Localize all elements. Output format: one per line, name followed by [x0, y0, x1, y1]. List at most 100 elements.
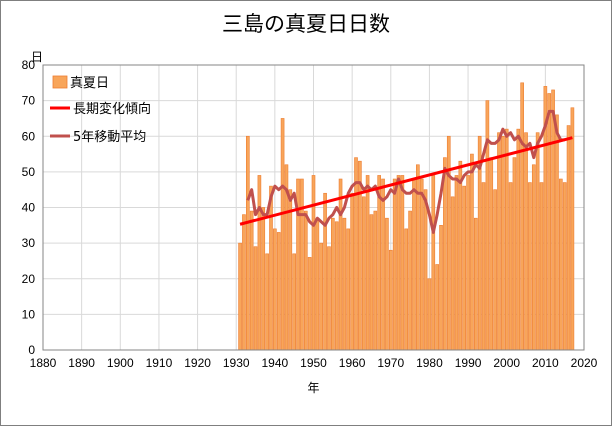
bar [323, 192, 327, 351]
bar [427, 278, 432, 351]
y-tick-label: 60 [22, 129, 36, 143]
bar [365, 175, 370, 351]
plot-area [42, 64, 585, 351]
bar [261, 207, 266, 351]
bar [303, 210, 308, 351]
bar [342, 217, 347, 351]
bar [481, 182, 486, 351]
x-tick-label: 2000 [493, 356, 520, 370]
x-tick-label: 1940 [262, 356, 289, 370]
bar [535, 132, 540, 351]
bar [555, 114, 559, 351]
bar [450, 196, 455, 351]
x-tick-label: 1930 [223, 356, 250, 370]
bar [396, 175, 401, 351]
bar [315, 217, 320, 351]
bar [273, 228, 277, 351]
bar [307, 257, 312, 351]
y-tick-label: 20 [22, 272, 36, 286]
bar [350, 192, 354, 351]
bar [419, 178, 424, 351]
x-tick-label: 1960 [339, 356, 366, 370]
bar [531, 164, 536, 351]
bar [566, 125, 571, 351]
bar [520, 82, 524, 351]
x-tick-label: 1980 [416, 356, 443, 370]
legend-swatch-bars [52, 75, 68, 89]
bar [508, 182, 513, 351]
bar [466, 175, 470, 351]
x-tick-label: 2020 [571, 356, 598, 370]
legend-label-moving-average: 5年移動平均 [73, 130, 146, 145]
bar [242, 214, 246, 351]
bar [512, 157, 517, 351]
bar [373, 210, 378, 351]
bar [562, 182, 567, 351]
bar [559, 178, 563, 351]
bar [539, 182, 544, 351]
bar [470, 153, 474, 351]
bar [431, 175, 436, 351]
bar [473, 217, 478, 351]
y-axis-label: 日 [31, 50, 43, 64]
line-series [239, 109, 573, 234]
bar [331, 217, 335, 351]
bar [253, 246, 258, 351]
x-tick-label: 1970 [377, 356, 404, 370]
y-tick-label: 50 [22, 165, 36, 179]
bar [462, 185, 467, 351]
chart-title: 三島の真夏日日数 [222, 12, 390, 36]
bar [346, 228, 351, 351]
bar [338, 178, 343, 351]
bar [404, 228, 409, 351]
bar [412, 178, 416, 351]
y-tick-label: 70 [22, 94, 36, 108]
bar [354, 157, 358, 351]
bar [327, 246, 331, 351]
bar [570, 107, 575, 351]
bar [454, 175, 459, 351]
bar [485, 100, 490, 351]
x-tick-label: 1890 [68, 356, 95, 370]
bar-series [238, 82, 575, 351]
x-tick-label: 1900 [107, 356, 134, 370]
x-tick-label: 1990 [455, 356, 482, 370]
y-tick-label: 40 [22, 201, 36, 215]
bar [288, 189, 293, 351]
x-tick-label: 1950 [300, 356, 327, 370]
bar [292, 253, 296, 351]
legend: 真夏日 長期変化傾向 5年移動平均 [50, 75, 151, 145]
tick-labels: 1880 1890 1900 1910 1920 1930 1940 1950 1960 1970… [22, 58, 598, 370]
bar [377, 175, 381, 351]
bar [388, 249, 393, 351]
bar [369, 214, 374, 351]
x-tick-label: 1910 [146, 356, 173, 370]
bar [528, 182, 532, 351]
bar [497, 132, 501, 351]
y-tick-label: 80 [22, 58, 36, 72]
bar [458, 160, 463, 351]
bar [435, 264, 439, 351]
y-tick-label: 30 [22, 236, 36, 250]
bar [334, 221, 339, 351]
bar [265, 253, 269, 351]
bar [311, 175, 316, 351]
bar [400, 175, 405, 351]
bar [423, 189, 428, 351]
x-tick-label: 1920 [184, 356, 211, 370]
y-tick-label: 0 [28, 343, 35, 357]
x-tick-label: 2010 [532, 356, 559, 370]
bar [385, 217, 389, 351]
trend-line [239, 136, 573, 226]
legend-label-trend: 長期変化傾向 [73, 101, 151, 117]
bar [443, 157, 447, 351]
bar [392, 178, 397, 351]
bar [489, 157, 494, 351]
bar [501, 135, 505, 351]
bar [551, 89, 555, 351]
bar [280, 118, 285, 351]
bar [361, 196, 366, 351]
bar [381, 178, 385, 351]
moving-average-line [246, 109, 565, 234]
